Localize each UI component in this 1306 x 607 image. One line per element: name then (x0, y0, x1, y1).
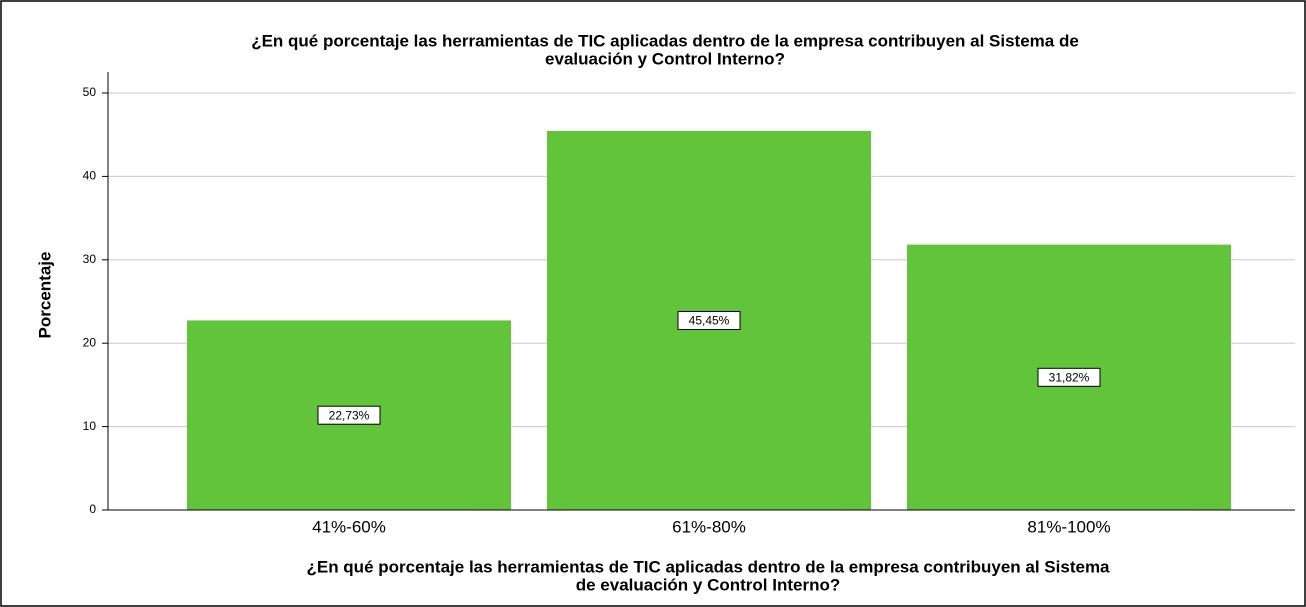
y-tick-label: 20 (83, 335, 97, 349)
value-label-box (1037, 367, 1101, 387)
value-label-box (317, 405, 381, 425)
value-label: 31,82% (1049, 370, 1090, 384)
x-axis-title: de evaluación y Control Interno? (576, 575, 840, 594)
y-tick-label: 40 (83, 169, 97, 183)
chart-title: ¿En qué porcentaje las herramientas de T… (251, 31, 1079, 50)
x-tick-label: 61%-80% (672, 517, 746, 536)
y-axis-title: Porcentaje (35, 252, 54, 339)
x-tick-label: 81%-100% (1027, 517, 1110, 536)
x-axis-title: ¿En qué porcentaje las herramientas de T… (306, 557, 1110, 576)
chart-title: evaluación y Control Interno? (545, 49, 785, 68)
y-tick-label: 10 (83, 419, 97, 433)
value-label: 22,73% (329, 408, 370, 422)
y-tick-label: 50 (83, 85, 97, 99)
y-tick-label: 0 (89, 502, 96, 516)
value-label-box (677, 310, 741, 330)
y-tick-label: 30 (83, 252, 97, 266)
value-label: 45,45% (689, 314, 730, 328)
x-tick-label: 41%-60% (312, 517, 386, 536)
